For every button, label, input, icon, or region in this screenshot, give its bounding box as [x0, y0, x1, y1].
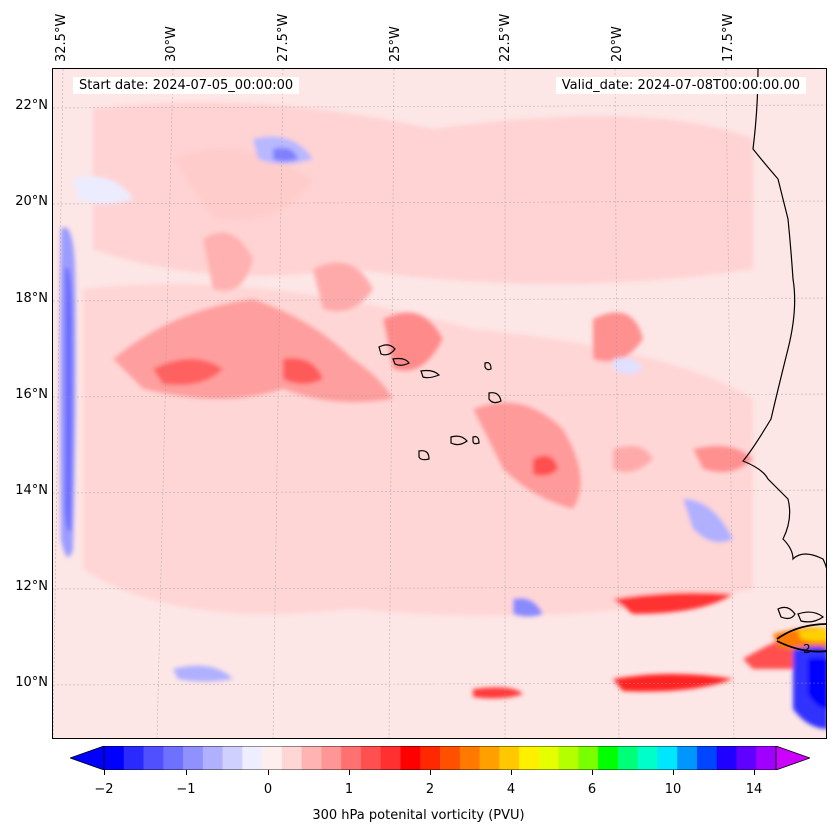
lon-label-27-5w: 27.5°W — [276, 13, 291, 62]
valid-date-label: Valid_date: 2024-07-08T00:00:00.00 — [555, 77, 806, 94]
cb-tick-4: 4 — [506, 782, 516, 797]
cb-tickmark-0 — [268, 770, 269, 775]
lat-label-10n: 10°N — [15, 675, 48, 690]
colorbar-segment — [657, 746, 678, 770]
cb-tick-2: 2 — [425, 782, 435, 797]
colorbar-segment — [677, 746, 698, 770]
cb-tickmark-6 — [592, 770, 593, 775]
colorbar-segment — [756, 746, 777, 770]
colorbar-segment — [143, 746, 164, 770]
colorbar-segment — [637, 746, 658, 770]
colorbar-segment — [104, 746, 125, 770]
cb-tickmark-4 — [511, 770, 512, 775]
lon-label-22-5w: 22.5°W — [498, 13, 513, 62]
lon-label-17-5w: 17.5°W — [721, 13, 736, 62]
cb-tick-6: 6 — [587, 782, 597, 797]
cb-tick-m2: −2 — [94, 782, 114, 797]
colorbar-segment — [163, 746, 184, 770]
cb-tick-1: 1 — [344, 782, 354, 797]
cb-tickmark-14 — [754, 770, 755, 775]
cb-tick-10: 10 — [664, 782, 682, 797]
colorbar-segment — [202, 746, 224, 770]
colorbar-segment — [598, 746, 619, 770]
start-date-label: Start date: 2024-07-05_00:00:00 — [73, 77, 300, 94]
colorbar-segment — [380, 746, 401, 770]
colorbar-segment — [123, 746, 145, 770]
colorbar-segment — [400, 746, 421, 770]
colorbar-segment — [519, 746, 540, 770]
colorbar-segment — [617, 746, 639, 770]
pv-field-map: 2 — [53, 69, 826, 738]
cape-verde-islands — [378, 344, 502, 461]
colorbar-segment — [696, 746, 718, 770]
colorbar-segment — [440, 746, 461, 770]
lon-label-32-5w: 32.5°W — [54, 13, 69, 62]
colorbar-segment — [459, 746, 481, 770]
colorbar-segment — [479, 746, 500, 770]
lon-label-20w: 20°W — [610, 26, 625, 62]
colorbar-segment — [242, 746, 263, 770]
colorbar-under-triangle — [68, 745, 105, 771]
colorbar-segment — [736, 746, 757, 770]
cb-tickmark-10 — [673, 770, 674, 775]
graticule — [53, 69, 826, 738]
cb-tickmark-1 — [349, 770, 350, 775]
colorbar-segment — [222, 746, 243, 770]
colorbar-segment — [183, 746, 204, 770]
colorbar — [68, 745, 812, 771]
coastline — [742, 69, 826, 623]
cb-tickmark-m2 — [104, 770, 105, 775]
colorbar-over-triangle — [775, 745, 812, 771]
colorbar-segment — [281, 746, 303, 770]
lat-label-12n: 12°N — [15, 579, 48, 594]
contour-label: 2 — [803, 642, 811, 656]
colorbar-segment — [499, 746, 520, 770]
lat-label-14n: 14°N — [15, 483, 48, 498]
colorbar-segment — [301, 746, 322, 770]
colorbar-segment — [716, 746, 737, 770]
cb-tickmark-m1 — [186, 770, 187, 775]
colorbar-segment — [321, 746, 342, 770]
cb-tick-14: 14 — [745, 782, 763, 797]
colorbar-segment — [262, 746, 283, 770]
map-panel[interactable]: 2 Start date: 2024-07-05_00:00:00 Valid_… — [52, 68, 827, 739]
lon-label-30w: 30°W — [164, 26, 179, 62]
colorbar-segment — [538, 746, 560, 770]
colorbar-label: 300 hPa potenital vorticity (PVU) — [312, 808, 525, 823]
lat-label-18n: 18°N — [15, 291, 48, 306]
colorbar-segment — [341, 746, 362, 770]
colorbar-segment — [420, 746, 441, 770]
cb-tick-0: 0 — [263, 782, 273, 797]
colorbar-segment — [360, 746, 382, 770]
cb-tick-m1: −1 — [176, 782, 196, 797]
cb-tickmark-2 — [430, 770, 431, 775]
colorbar-segment — [558, 746, 579, 770]
pv-contour-layer — [60, 102, 826, 729]
lat-label-22n: 22°N — [15, 98, 48, 113]
lat-label-16n: 16°N — [15, 387, 48, 402]
colorbar-segment — [578, 746, 599, 770]
lat-label-20n: 20°N — [15, 194, 48, 209]
pv-2-contour — [776, 623, 826, 653]
lon-label-25w: 25°W — [388, 26, 403, 62]
